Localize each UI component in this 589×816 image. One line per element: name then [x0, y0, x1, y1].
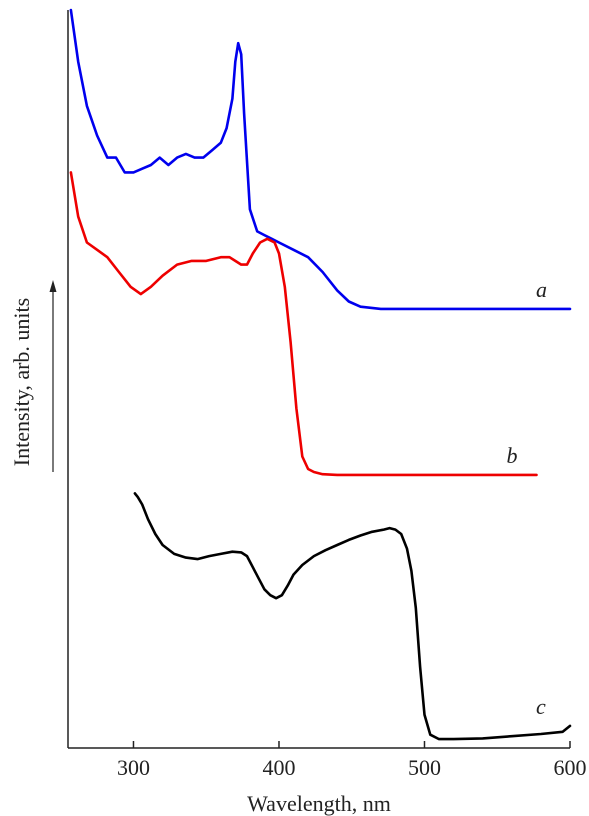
x-tick-label: 500	[408, 755, 441, 780]
curve-label-c: c	[536, 694, 546, 719]
x-tick-label: 600	[554, 755, 587, 780]
series-labels: a b c	[507, 277, 547, 719]
series-line-a	[69, 8, 572, 311]
curve-label-a: a	[536, 277, 547, 302]
x-tick-label: 300	[117, 755, 150, 780]
axes-frame	[67, 10, 570, 749]
series-lines	[69, 8, 572, 741]
y-axis-title: Intensity, arb. units	[9, 298, 34, 466]
series-line-b	[69, 171, 538, 477]
x-tick-label: 400	[262, 755, 295, 780]
x-axis-title: Wavelength, nm	[247, 791, 391, 816]
series-line-c	[133, 492, 572, 741]
x-ticks: 300 400 500 600	[117, 741, 587, 780]
curve-label-b: b	[507, 443, 518, 468]
y-arrow-icon	[49, 280, 57, 472]
